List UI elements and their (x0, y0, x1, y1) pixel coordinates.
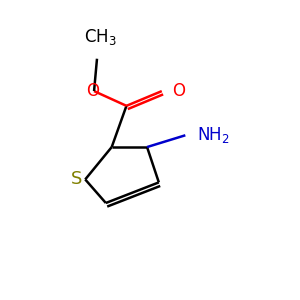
Text: O: O (172, 82, 185, 100)
Text: NH$_2$: NH$_2$ (197, 125, 230, 145)
Text: O: O (86, 82, 99, 100)
Text: CH$_3$: CH$_3$ (84, 27, 116, 47)
Text: S: S (71, 170, 82, 188)
